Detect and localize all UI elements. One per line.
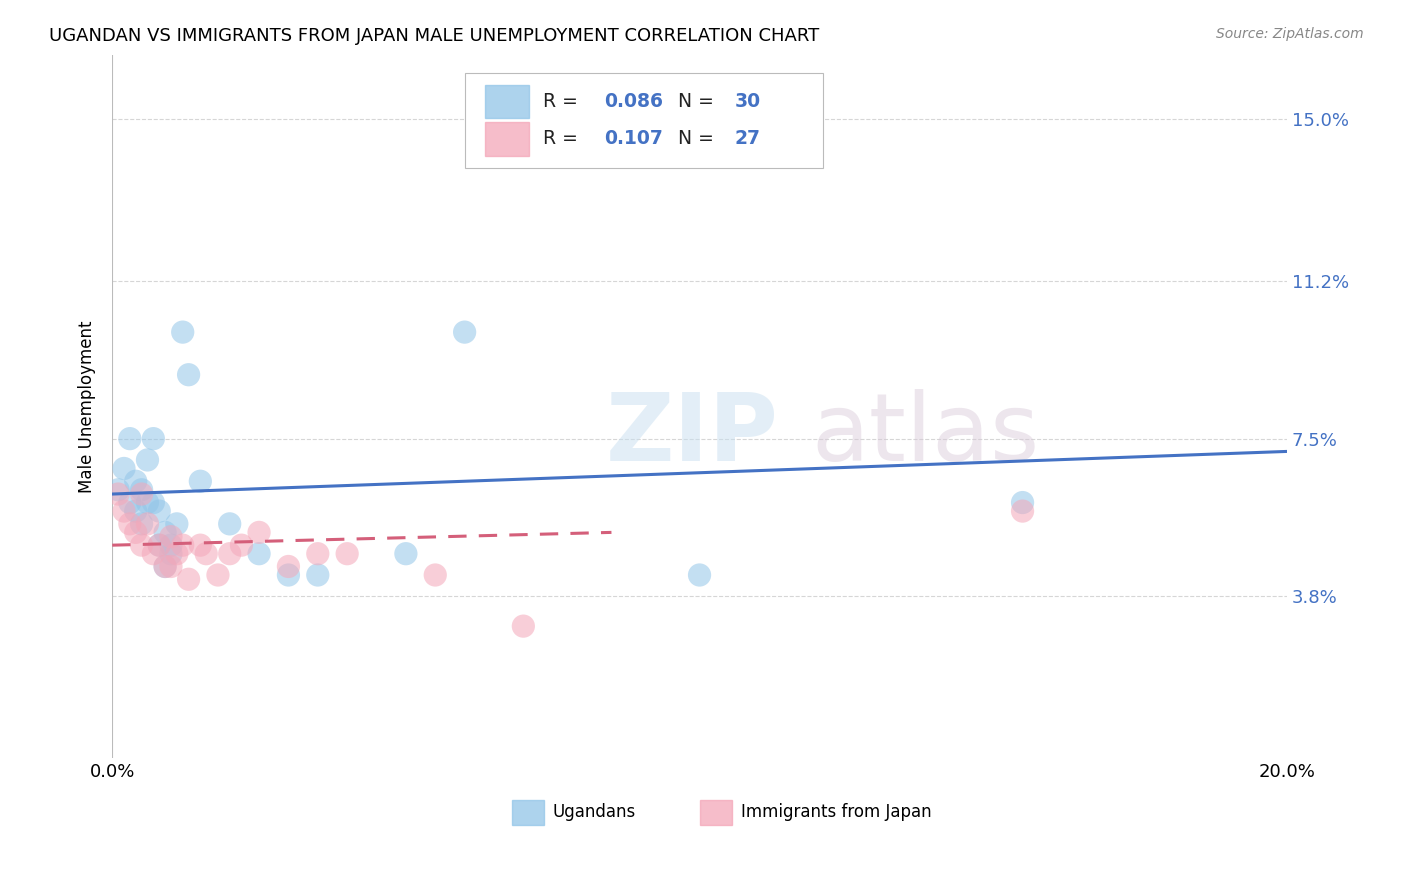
Point xyxy=(177,368,200,382)
Point xyxy=(160,538,183,552)
Point xyxy=(153,559,176,574)
Text: 0.107: 0.107 xyxy=(605,129,664,148)
Point xyxy=(207,568,229,582)
Point xyxy=(1011,495,1033,509)
Point xyxy=(425,568,447,582)
Text: 30: 30 xyxy=(735,92,761,111)
Point xyxy=(112,504,135,518)
Text: R =: R = xyxy=(543,92,583,111)
Y-axis label: Male Unemployment: Male Unemployment xyxy=(79,320,96,493)
Point xyxy=(136,495,159,509)
Point xyxy=(188,538,211,552)
Point xyxy=(307,568,329,582)
Text: N =: N = xyxy=(679,129,720,148)
Point xyxy=(136,453,159,467)
Point xyxy=(125,504,148,518)
Point xyxy=(142,547,165,561)
Point xyxy=(142,495,165,509)
Point xyxy=(131,516,153,531)
Point xyxy=(453,325,475,339)
Text: atlas: atlas xyxy=(811,389,1039,481)
Text: N =: N = xyxy=(679,92,720,111)
Point xyxy=(218,547,240,561)
Point xyxy=(395,547,418,561)
Text: Ugandans: Ugandans xyxy=(553,804,636,822)
Text: 0.086: 0.086 xyxy=(605,92,664,111)
Text: UGANDAN VS IMMIGRANTS FROM JAPAN MALE UNEMPLOYMENT CORRELATION CHART: UGANDAN VS IMMIGRANTS FROM JAPAN MALE UN… xyxy=(49,27,820,45)
Point xyxy=(166,516,188,531)
Point xyxy=(148,504,170,518)
Text: Source: ZipAtlas.com: Source: ZipAtlas.com xyxy=(1216,27,1364,41)
Point xyxy=(148,538,170,552)
Point xyxy=(177,572,200,586)
Point xyxy=(172,538,194,552)
FancyBboxPatch shape xyxy=(464,73,823,168)
Point xyxy=(118,432,141,446)
Point xyxy=(131,483,153,497)
Text: Immigrants from Japan: Immigrants from Japan xyxy=(741,804,931,822)
Text: ZIP: ZIP xyxy=(606,389,779,481)
Point xyxy=(125,525,148,540)
Point xyxy=(195,547,218,561)
Point xyxy=(247,525,270,540)
Point xyxy=(512,619,534,633)
Point xyxy=(148,538,170,552)
Point xyxy=(172,325,194,339)
Point xyxy=(1011,504,1033,518)
Point xyxy=(277,559,299,574)
Point xyxy=(118,495,141,509)
Point xyxy=(153,525,176,540)
Point xyxy=(118,516,141,531)
Point xyxy=(218,516,240,531)
Bar xyxy=(512,800,544,825)
Point xyxy=(231,538,253,552)
Point xyxy=(247,547,270,561)
Point xyxy=(125,475,148,489)
Point xyxy=(142,432,165,446)
Point xyxy=(307,547,329,561)
Point xyxy=(136,516,159,531)
Point xyxy=(336,547,359,561)
Point xyxy=(131,487,153,501)
Text: 27: 27 xyxy=(735,129,761,148)
Point xyxy=(160,547,183,561)
Point xyxy=(689,568,711,582)
Bar xyxy=(700,800,733,825)
Point xyxy=(112,461,135,475)
Point xyxy=(160,530,183,544)
Text: R =: R = xyxy=(543,129,583,148)
Point xyxy=(188,475,211,489)
Bar xyxy=(485,85,529,119)
Bar xyxy=(485,122,529,156)
Point xyxy=(153,559,176,574)
Point xyxy=(277,568,299,582)
Point xyxy=(166,547,188,561)
Point xyxy=(107,487,129,501)
Point xyxy=(107,483,129,497)
Point xyxy=(131,538,153,552)
Point xyxy=(160,559,183,574)
